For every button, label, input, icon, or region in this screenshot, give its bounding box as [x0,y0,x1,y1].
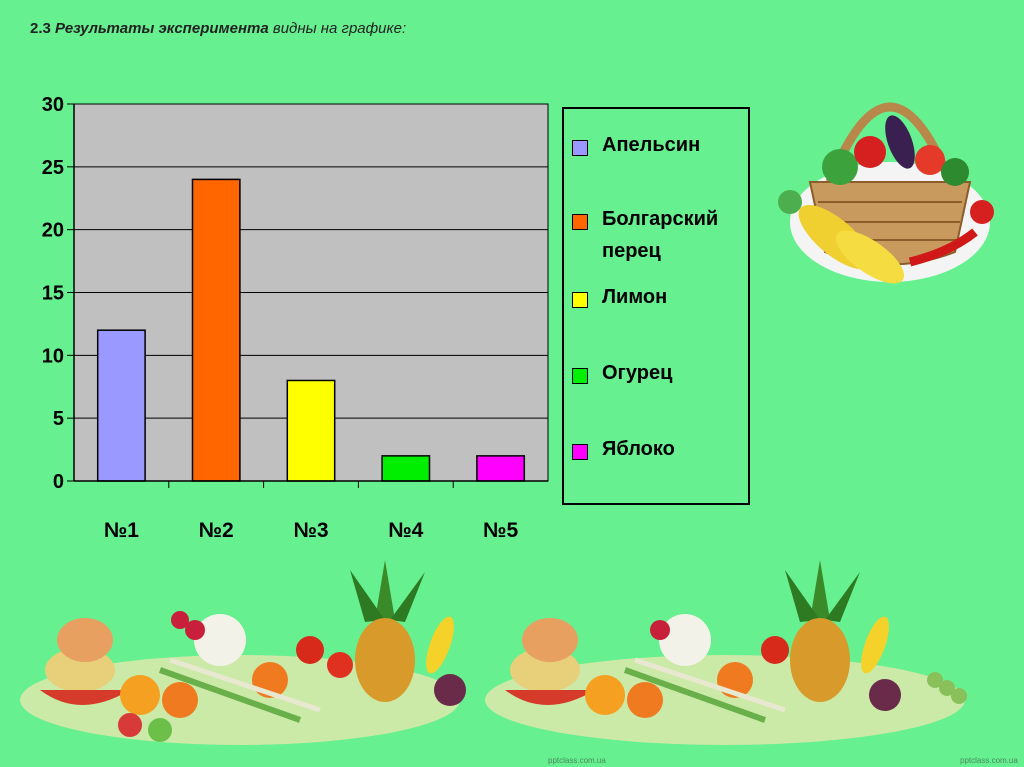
fruits-vegetables-image [20,560,967,745]
x-category-labels: №1 №2 №3 №4 №5 [104,519,519,542]
legend-item: Апельсин [572,134,752,161]
legend-swatch [572,292,588,308]
bar-3 [286,379,336,482]
x-category-label: №5 [483,519,518,542]
legend-label: Апельсин [602,134,701,156]
legend-label: Болгарский перец [602,208,719,262]
title-bold: Результаты эксперимента [55,20,269,37]
y-tick-label: 10 [42,345,64,367]
slide-title: 2.3 Результаты эксперимента видны на гра… [30,20,406,37]
legend-label: Яблоко [602,438,675,460]
legend-swatch [572,140,588,156]
chart-legend: Апельсин Болгарский перец Лимон Огурец Яблок… [562,107,750,505]
x-category-label: №3 [293,519,328,542]
title-number: 2.3 [30,20,51,37]
legend-swatch [572,444,588,460]
legend-item: Огурец [572,362,752,389]
legend-item: Лимон [572,286,752,313]
vegetable-basket-image [778,102,994,284]
legend-swatch [572,368,588,384]
bar-4 [381,455,431,482]
legend-label: Огурец [602,362,673,384]
axes [67,103,548,488]
legend-item: Яблоко [572,438,752,465]
y-tick-label: 5 [53,408,64,430]
legend-item: Болгарский перец [572,208,752,267]
bar-5 [476,455,526,482]
title-rest: видны на графике: [272,20,407,37]
y-tick-label: 15 [42,283,64,305]
y-tick-labels: 0 5 10 15 20 25 30 [42,94,64,493]
legend-label: Лимон [602,286,668,308]
x-category-label: №2 [199,519,234,542]
y-tick-label: 25 [42,157,64,179]
footer-credit-right: pptclass.com.ua [960,756,1018,765]
footer-credit-left: pptclass.com.ua [548,756,606,765]
y-tick-label: 20 [42,220,64,242]
x-category-label: №4 [388,519,423,542]
x-category-label: №1 [104,519,139,542]
bar-2 [191,178,241,482]
legend-swatch [572,214,588,230]
bar-1 [96,329,146,482]
y-tick-label: 0 [53,471,64,493]
y-tick-label: 30 [42,94,64,116]
